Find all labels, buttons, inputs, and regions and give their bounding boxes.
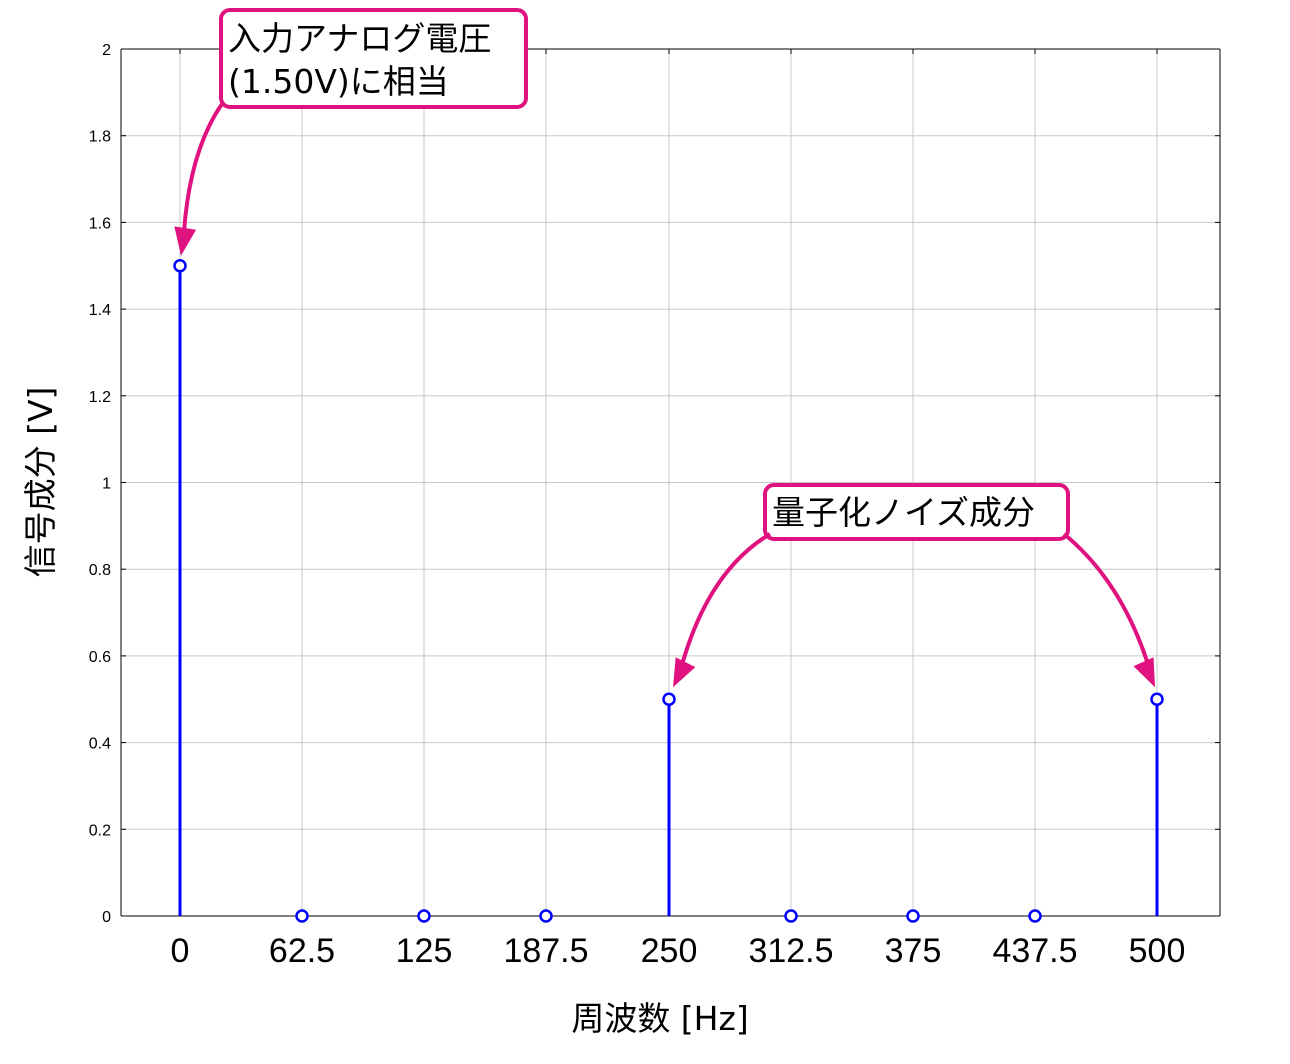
stem-marker (295, 909, 309, 923)
y-tick-label: 0.8 (89, 562, 111, 579)
x-tick-label: 250 (641, 932, 698, 970)
annotation-arrowhead (1133, 657, 1155, 688)
annotation-arrow (681, 532, 772, 662)
y-tick-label: 1.6 (89, 215, 111, 232)
y-tick-label: 0.4 (89, 736, 111, 753)
annotation-arrow (1062, 532, 1149, 662)
annotation-text: 入力アナログ電圧 (228, 19, 491, 58)
y-tick-label: 0.6 (89, 649, 111, 666)
annotation-box (763, 483, 1070, 541)
x-tick-label: 62.5 (269, 932, 335, 970)
y-tick-label: 1.8 (89, 129, 111, 146)
annotation-arrowhead (174, 226, 197, 256)
y-tick-label: 0.2 (89, 822, 111, 839)
stem-marker (539, 909, 553, 923)
x-axis-label: 周波数 [Hz] (571, 999, 748, 1038)
stem-marker (1150, 692, 1164, 706)
stem-marker (1028, 909, 1042, 923)
y-tick-label: 2 (102, 42, 111, 59)
y-axis-label: 信号成分 [V] (21, 387, 60, 578)
y-tick-label: 0 (102, 909, 111, 926)
x-tick-label: 0 (171, 932, 190, 970)
x-tick-label: 437.5 (992, 932, 1077, 970)
annotation-arrowhead (673, 657, 696, 688)
y-tick-labels: 0 0.2 0.4 0.6 0.8 1 1.2 1.4 1.6 1.8 2 (89, 42, 111, 926)
x-tick-label: 500 (1129, 932, 1186, 970)
x-tick-label: 375 (885, 932, 942, 970)
stem-series (173, 259, 1164, 923)
annotation-arrow (182, 102, 224, 232)
x-tick-label: 312.5 (748, 932, 833, 970)
annotation-box (219, 8, 528, 109)
stem-marker (784, 909, 798, 923)
x-tick-label: 125 (396, 932, 453, 970)
x-tick-labels: 0 62.5 125 187.5 250 312.5 375 437.5 500 (171, 932, 1186, 970)
stem-marker (417, 909, 431, 923)
annotation-text: (1.50V)に相当 (228, 62, 449, 101)
y-tick-label: 1.4 (89, 302, 111, 319)
y-tick-label: 1.2 (89, 389, 111, 406)
y-tick-label: 1 (102, 476, 111, 493)
stem-marker (173, 259, 187, 273)
stem-marker (906, 909, 920, 923)
stem-marker (662, 692, 676, 706)
x-tick-label: 187.5 (503, 932, 588, 970)
annotation-text: 量子化ノイズ成分 (772, 493, 1035, 532)
